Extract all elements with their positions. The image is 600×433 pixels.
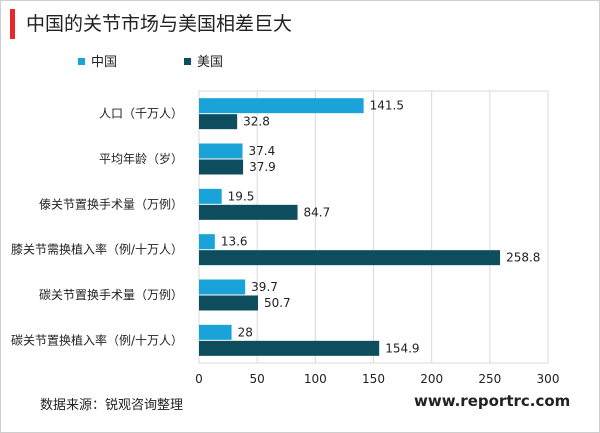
data-label: 19.5 [228, 189, 255, 203]
data-label: 84.7 [304, 205, 331, 219]
data-label: 39.7 [251, 280, 278, 294]
x-tick-label: 300 [537, 372, 560, 386]
category-label: 平均年龄（岁） [99, 151, 183, 166]
chart-title: 中国的关节市场与美国相差巨大 [26, 13, 293, 35]
data-label: 258.8 [506, 251, 540, 265]
bars [199, 98, 501, 356]
website-url: www.reportrc.com [414, 392, 571, 410]
legend-swatch [184, 58, 191, 65]
x-tick-label: 200 [420, 372, 443, 386]
bar [199, 295, 258, 311]
grid [198, 90, 549, 364]
bar [199, 159, 244, 175]
data-label: 50.7 [264, 296, 291, 310]
x-tick-label: 50 [250, 372, 265, 386]
legend-label: 美国 [197, 55, 223, 70]
data-label: 13.6 [221, 235, 248, 249]
title-accent-bar [10, 9, 15, 39]
data-label: 154.9 [385, 341, 419, 355]
x-tick-label: 100 [304, 372, 327, 386]
category-label: 膝关节需换植入率（例/十万人） [11, 242, 183, 257]
bar [199, 204, 298, 220]
bar [199, 279, 246, 295]
bar [199, 234, 215, 250]
category-label: 傣关节置换手术量（万例） [39, 197, 183, 211]
legend-label: 中国 [91, 55, 117, 70]
x-tick-label: 0 [195, 372, 203, 386]
data-label: 37.9 [249, 160, 276, 174]
bar [199, 188, 222, 204]
bar [199, 250, 501, 266]
legend: 中国 美国 [78, 55, 223, 70]
x-tick-label: 250 [478, 372, 501, 386]
plot-area-border [198, 90, 549, 364]
bar [199, 324, 232, 340]
data-label: 141.5 [370, 99, 404, 113]
category-label: 碳关节置换手术量（万例） [39, 288, 183, 302]
category-label: 碳关节置换植入率（例/十万人） [11, 332, 183, 347]
category-label: 人口（千万人） [99, 107, 183, 121]
labels: 0 50 100 150 200 250 300 141.5 32.8 人口（千万人） 37.4 37… [11, 99, 560, 386]
legend-swatch [78, 58, 85, 65]
data-label: 32.8 [243, 115, 270, 129]
bar [199, 340, 380, 356]
data-label: 28 [238, 325, 253, 339]
source-note: 数据来源：锐观咨询整理 [40, 398, 184, 413]
x-tick-label: 150 [362, 372, 385, 386]
data-label: 37.4 [249, 144, 276, 158]
bar [199, 98, 364, 114]
bar [199, 114, 238, 130]
bar [199, 143, 243, 159]
